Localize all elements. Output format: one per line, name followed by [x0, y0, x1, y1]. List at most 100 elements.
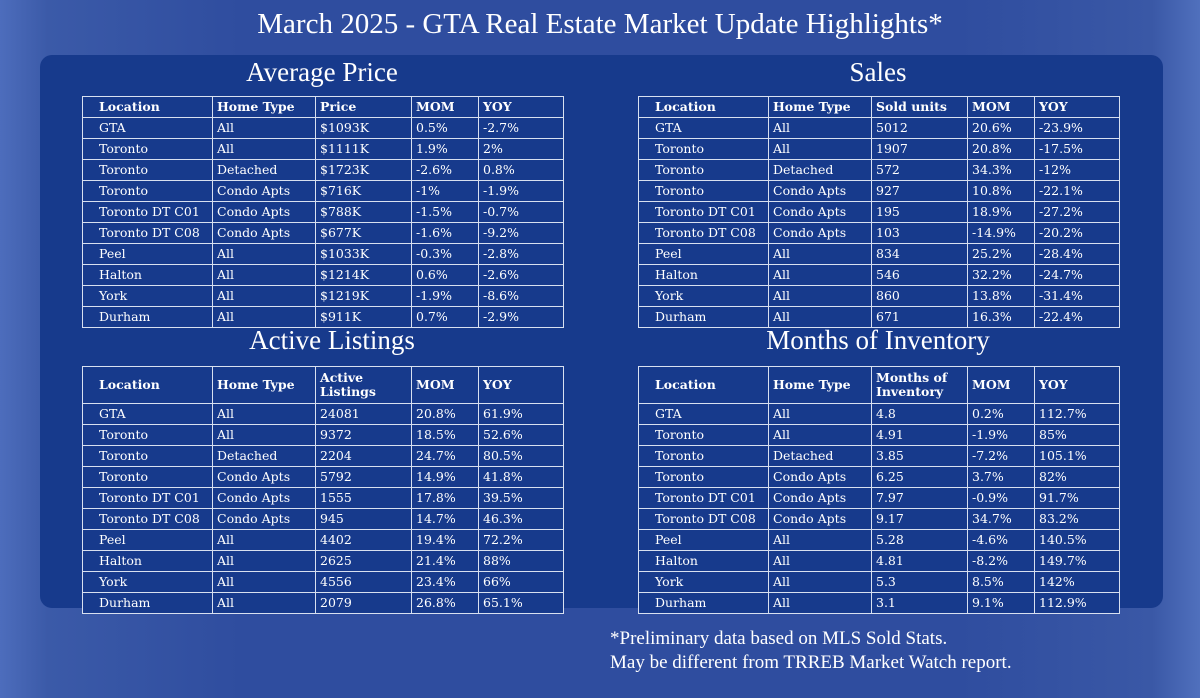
- table-cell: Toronto: [82, 445, 213, 467]
- table-cell: 140.5%: [1034, 529, 1120, 551]
- table-cell: 834: [871, 243, 968, 265]
- table-cell: 19.4%: [411, 529, 479, 551]
- column-header: Home Type: [768, 96, 872, 118]
- table-cell: 546: [871, 264, 968, 286]
- table-cell: 1907: [871, 138, 968, 160]
- table-cell: All: [768, 138, 872, 160]
- table-row: GTA All 24081 20.8% 61.9%: [82, 403, 564, 425]
- table-cell: 103: [871, 222, 968, 244]
- table-cell: All: [212, 571, 316, 593]
- table-cell: 9.1%: [967, 592, 1035, 614]
- sales-table: Location Home Type Sold units MOM YOY GTA All 5…: [638, 96, 1120, 328]
- table-cell: 20.8%: [967, 138, 1035, 160]
- table-cell: Halton: [638, 550, 769, 572]
- table-cell: -8.6%: [478, 285, 564, 307]
- table-row: Halton All 2625 21.4% 88%: [82, 550, 564, 572]
- table-cell: 32.2%: [967, 264, 1035, 286]
- table-cell: Condo Apts: [768, 180, 872, 202]
- column-header: Location: [638, 96, 769, 118]
- table-cell: All: [768, 592, 872, 614]
- table-cell: 4402: [315, 529, 412, 551]
- table-row: Toronto Detached $1723K -2.6% 0.8%: [82, 159, 564, 181]
- table-header-row: Location Home Type Price MOM YOY: [82, 96, 564, 118]
- table-cell: 34.7%: [967, 508, 1035, 530]
- table-cell: -24.7%: [1034, 264, 1120, 286]
- column-header: MOM: [411, 96, 479, 118]
- table-cell: 149.7%: [1034, 550, 1120, 572]
- table-cell: 2204: [315, 445, 412, 467]
- table-row: Toronto DT C08 Condo Apts 103 -14.9% -20.2%: [638, 222, 1120, 244]
- table-row: Toronto Detached 572 34.3% -12%: [638, 159, 1120, 181]
- table-cell: 13.8%: [967, 285, 1035, 307]
- table-cell: Toronto: [82, 159, 213, 181]
- column-header: Sold units: [871, 96, 968, 118]
- table-cell: Toronto: [638, 159, 769, 181]
- table-cell: -2.6%: [411, 159, 479, 181]
- table-row: Toronto Detached 2204 24.7% 80.5%: [82, 445, 564, 467]
- table-cell: -0.9%: [967, 487, 1035, 509]
- table-cell: -23.9%: [1034, 117, 1120, 139]
- table-cell: 8.5%: [967, 571, 1035, 593]
- table-row: Toronto All 1907 20.8% -17.5%: [638, 138, 1120, 160]
- table-cell: Durham: [638, 306, 769, 328]
- table-cell: 26.8%: [411, 592, 479, 614]
- table-cell: Toronto: [638, 138, 769, 160]
- table-cell: -22.4%: [1034, 306, 1120, 328]
- table-cell: Toronto DT C01: [638, 201, 769, 223]
- active-listings-table: Location Home Type Active Listings MOM YOY GT…: [82, 366, 564, 614]
- table-cell: All: [768, 529, 872, 551]
- table-cell: All: [212, 306, 316, 328]
- table-cell: -8.2%: [967, 550, 1035, 572]
- table-cell: -1%: [411, 180, 479, 202]
- table-cell: Peel: [638, 529, 769, 551]
- table-row: Toronto DT C08 Condo Apts 9.17 34.7% 83.2%: [638, 508, 1120, 530]
- column-header: Location: [82, 366, 213, 404]
- table-cell: Detached: [212, 159, 316, 181]
- table-cell: Toronto DT C01: [638, 487, 769, 509]
- table-cell: Toronto: [638, 180, 769, 202]
- table-cell: 21.4%: [411, 550, 479, 572]
- column-header: YOY: [1034, 366, 1120, 404]
- table-cell: York: [82, 571, 213, 593]
- column-header: Months of Inventory: [871, 366, 968, 404]
- table-cell: All: [212, 117, 316, 139]
- table-cell: Toronto: [82, 466, 213, 488]
- table-header-row: Location Home Type Months of Inventory MOM Y…: [638, 366, 1120, 404]
- table-cell: 671: [871, 306, 968, 328]
- table-cell: 860: [871, 285, 968, 307]
- table-cell: -2.9%: [478, 306, 564, 328]
- table-row: Toronto Condo Apts 5792 14.9% 41.8%: [82, 466, 564, 488]
- table-cell: Toronto: [82, 180, 213, 202]
- table-cell: 4.8: [871, 403, 968, 425]
- table-cell: 945: [315, 508, 412, 530]
- table-cell: 2%: [478, 138, 564, 160]
- table-cell: All: [212, 529, 316, 551]
- table-cell: 65.1%: [478, 592, 564, 614]
- table-cell: All: [768, 264, 872, 286]
- table-cell: 24081: [315, 403, 412, 425]
- table-cell: Toronto DT C08: [638, 222, 769, 244]
- table-cell: 72.2%: [478, 529, 564, 551]
- table-cell: 20.6%: [967, 117, 1035, 139]
- table-row: Toronto All 4.91 -1.9% 85%: [638, 424, 1120, 446]
- table-cell: Toronto: [638, 424, 769, 446]
- table-cell: 195: [871, 201, 968, 223]
- table-cell: York: [82, 285, 213, 307]
- table-cell: 80.5%: [478, 445, 564, 467]
- column-header: MOM: [411, 366, 479, 404]
- table-row: Halton All 4.81 -8.2% 149.7%: [638, 550, 1120, 572]
- table-row: York All 5.3 8.5% 142%: [638, 571, 1120, 593]
- table-cell: GTA: [82, 117, 213, 139]
- table-row: Durham All $911K 0.7% -2.9%: [82, 306, 564, 328]
- table-cell: 1.9%: [411, 138, 479, 160]
- table-cell: -12%: [1034, 159, 1120, 181]
- table-cell: 46.3%: [478, 508, 564, 530]
- table-header-row: Location Home Type Active Listings MOM YOY: [82, 366, 564, 404]
- table-cell: All: [768, 403, 872, 425]
- table-cell: Toronto DT C01: [82, 487, 213, 509]
- column-header: YOY: [478, 96, 564, 118]
- table-cell: -28.4%: [1034, 243, 1120, 265]
- table-cell: 10.8%: [967, 180, 1035, 202]
- table-cell: Toronto DT C08: [82, 222, 213, 244]
- table-cell: Condo Apts: [212, 487, 316, 509]
